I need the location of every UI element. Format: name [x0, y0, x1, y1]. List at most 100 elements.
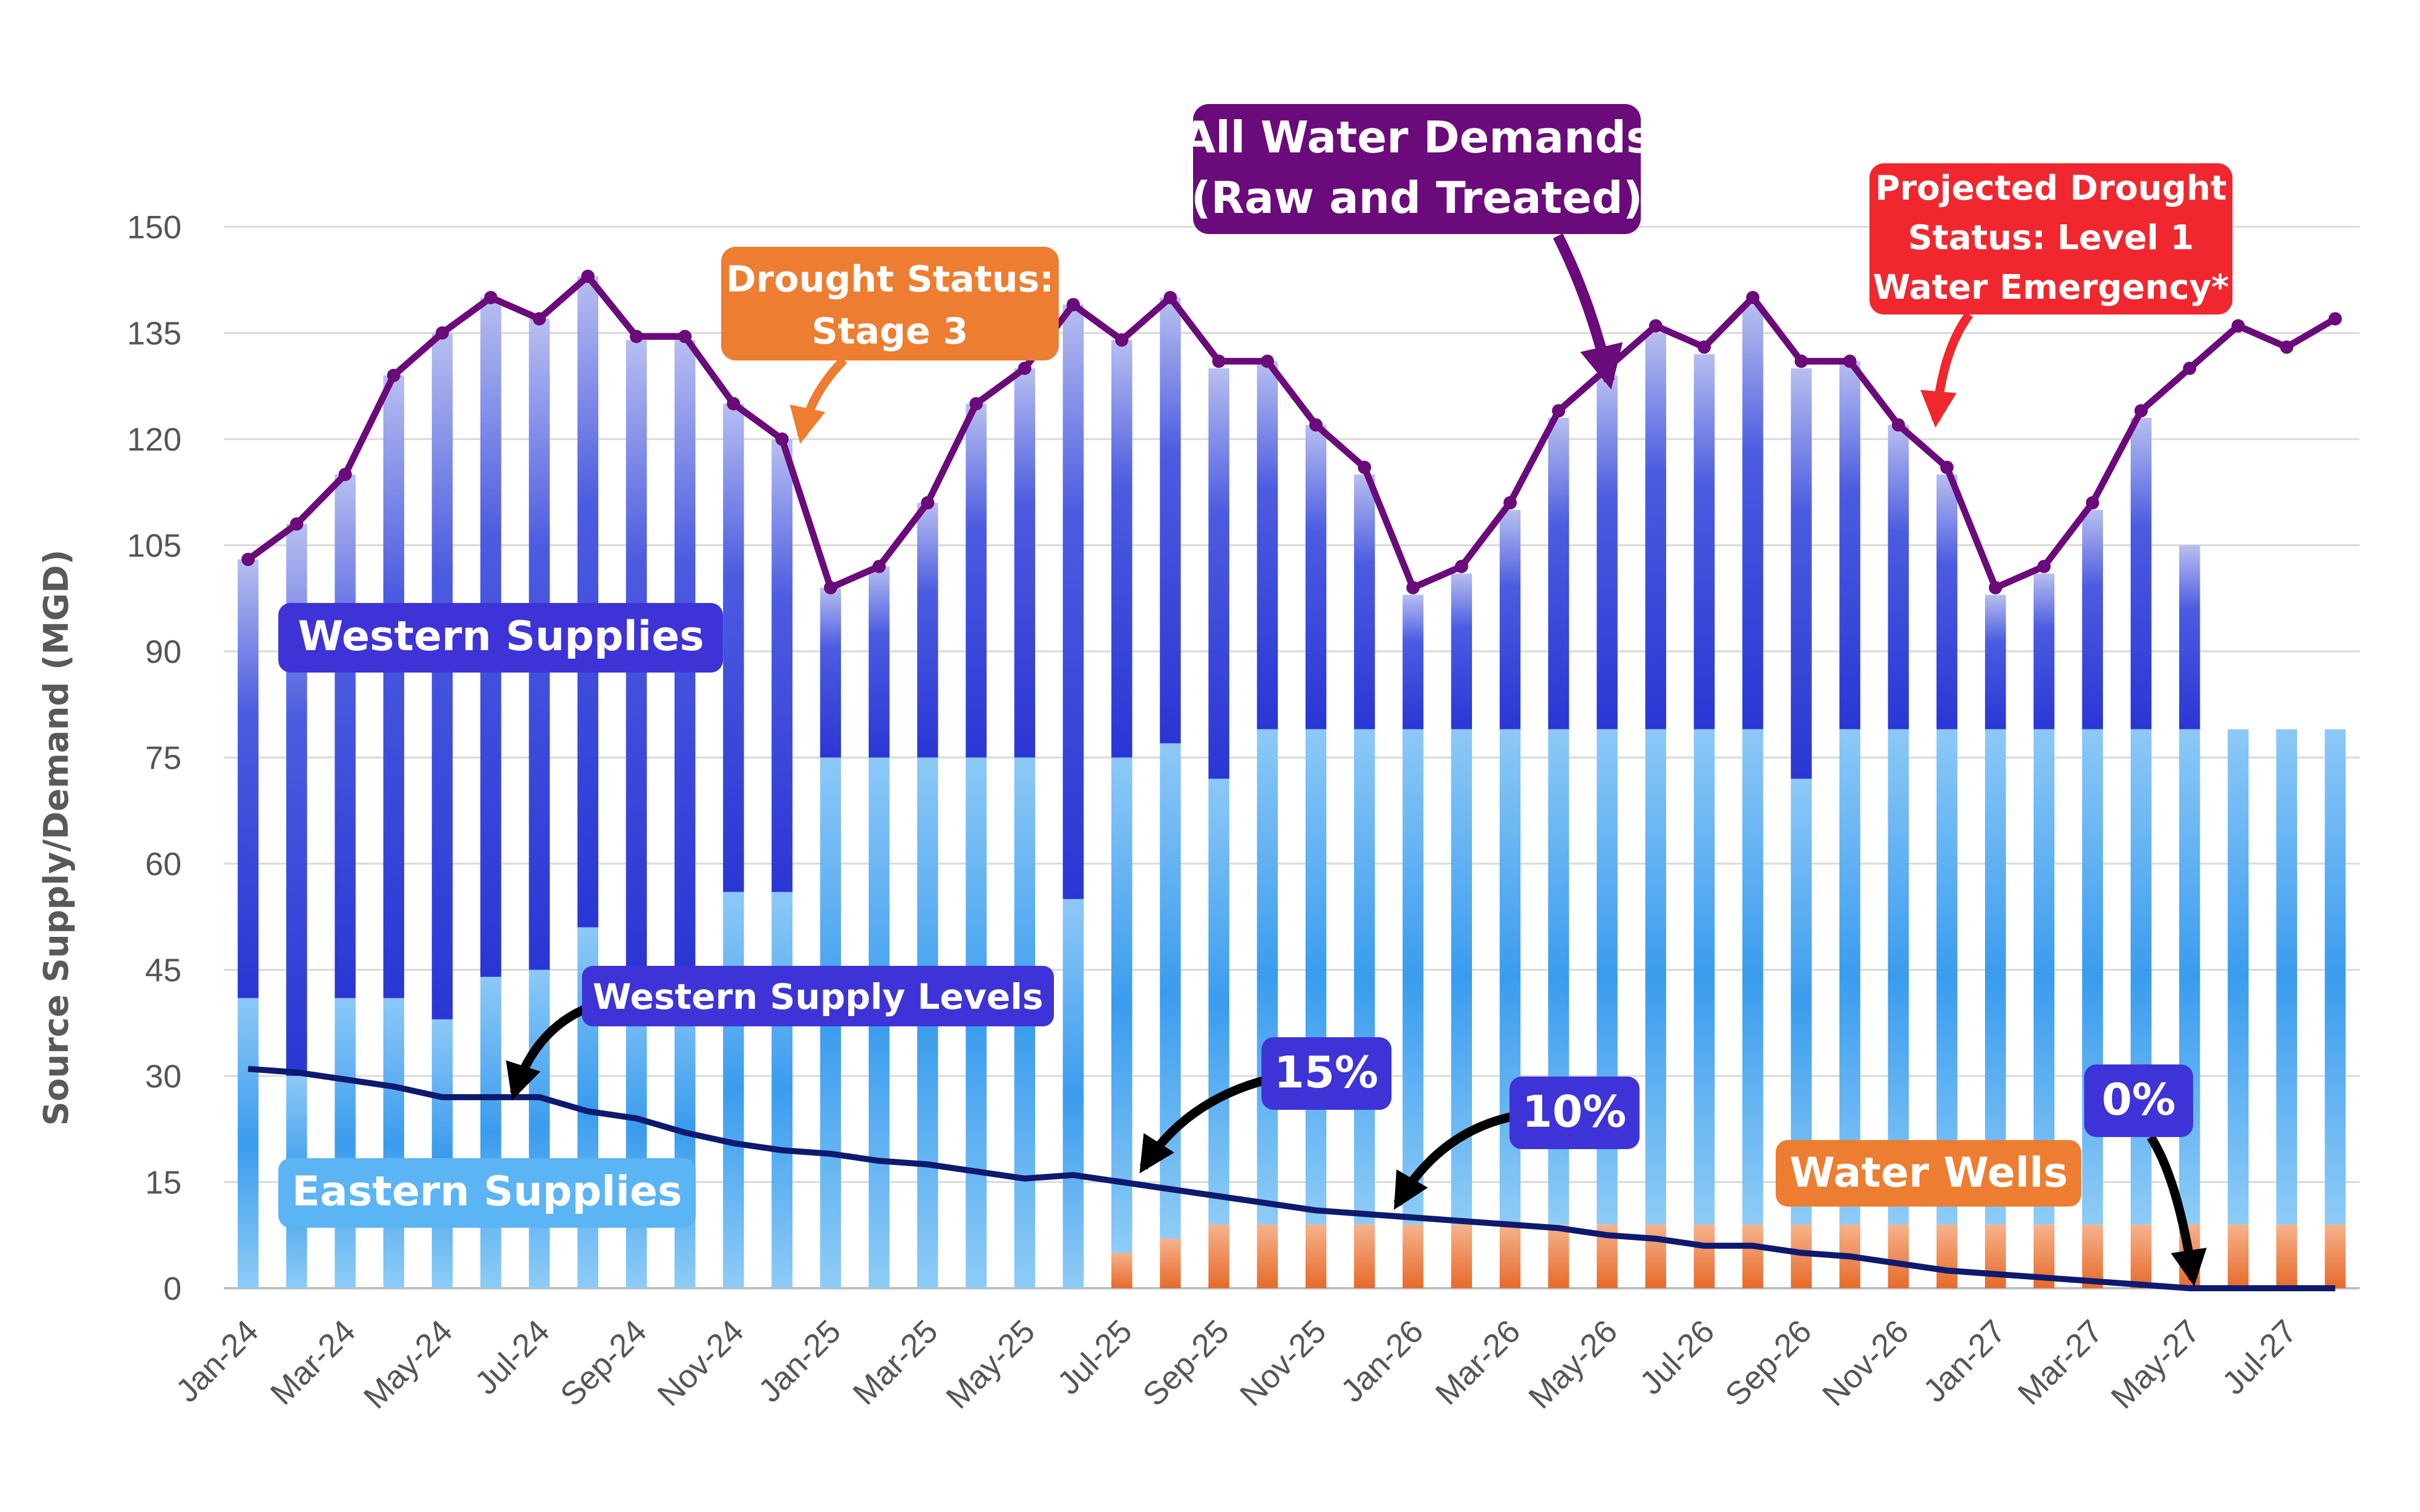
- bar-western-supplies: [723, 403, 744, 892]
- bar-water-wells: [1548, 1224, 1569, 1288]
- y-tick-label: 0: [163, 1271, 182, 1307]
- x-tick-label: Jan-27: [1917, 1313, 2013, 1409]
- demand-point: [921, 496, 935, 510]
- x-tick-label: Jul-26: [1633, 1313, 1721, 1401]
- bar-water-wells: [2130, 1224, 2152, 1288]
- y-tick-label: 60: [145, 846, 182, 882]
- callout-drought-stage3: Drought Status: Stage 3: [721, 247, 1059, 360]
- bar-water-wells: [1888, 1224, 1909, 1288]
- bar-western-supplies: [577, 276, 598, 928]
- arrow-projected-drought: [1920, 311, 1974, 428]
- demand-point: [1989, 581, 2003, 595]
- svg-text:Projected Drought: Projected Drought: [1876, 169, 2227, 208]
- callout-water-wells: Water Wells: [1776, 1140, 2081, 1207]
- annotation-callouts: Western Supplies Eastern Supplies Wester…: [278, 104, 2232, 1228]
- bar-western-supplies: [1111, 340, 1133, 758]
- x-tick-label: Jan-24: [169, 1313, 265, 1409]
- bar-water-wells: [2228, 1224, 2249, 1288]
- svg-text:All Water Demands: All Water Demands: [1182, 112, 1652, 163]
- svg-text:Drought Status:: Drought Status:: [726, 258, 1054, 301]
- demand-point: [1309, 418, 1323, 432]
- x-tick-label: Nov-24: [650, 1313, 751, 1413]
- y-tick-label: 45: [145, 953, 182, 989]
- bar-water-wells: [1257, 1224, 1278, 1288]
- x-tick-label: Mar-24: [264, 1313, 362, 1412]
- bar-western-supplies: [1354, 474, 1375, 729]
- bar-eastern-supplies: [1645, 729, 1666, 1225]
- arrow-10-percent: [1393, 1111, 1517, 1210]
- bar-eastern-supplies: [431, 1019, 453, 1288]
- bar-western-supplies: [237, 559, 259, 999]
- bar-eastern-supplies: [1451, 729, 1473, 1225]
- arrow-all-water-demands: [1552, 233, 1623, 390]
- arrow-0-percent: [2147, 1134, 2207, 1286]
- demand-point: [1260, 354, 1274, 368]
- bar-western-supplies: [868, 566, 890, 758]
- bar-western-supplies: [1839, 361, 1860, 729]
- demand-point: [1212, 354, 1226, 368]
- bar-water-wells: [1160, 1239, 1181, 1288]
- bar-eastern-supplies: [237, 998, 259, 1288]
- x-tick-label: Nov-25: [1233, 1313, 1333, 1413]
- bar-eastern-supplies: [383, 998, 405, 1288]
- demand-point: [1163, 291, 1177, 304]
- series-lines: [241, 269, 2342, 1291]
- bar-western-supplies: [1208, 368, 1229, 779]
- bar-eastern-supplies: [1111, 757, 1133, 1253]
- bar-western-supplies: [2130, 417, 2152, 729]
- demand-point: [2183, 362, 2197, 375]
- bar-water-wells: [1693, 1224, 1715, 1288]
- callout-projected-drought: Projected Drought Status: Level 1 Water …: [1869, 163, 2232, 314]
- svg-text:10%: 10%: [1522, 1086, 1626, 1137]
- svg-text:Water Wells: Water Wells: [1790, 1149, 2068, 1197]
- y-tick-label: 30: [145, 1058, 182, 1095]
- bar-eastern-supplies: [2324, 729, 2346, 1225]
- demand-point: [969, 397, 983, 411]
- bar-eastern-supplies: [2276, 729, 2297, 1225]
- demand-point: [1794, 354, 1808, 368]
- demand-point: [1358, 460, 1372, 474]
- y-axis-label: Source Supply/Demand (MGD): [37, 550, 76, 1126]
- demand-point: [1746, 291, 1760, 304]
- bar-eastern-supplies: [1499, 729, 1521, 1225]
- demand-point: [678, 330, 692, 344]
- y-tick-label: 135: [127, 316, 182, 352]
- bar-western-supplies: [2082, 510, 2103, 729]
- bar-western-supplies: [1062, 304, 1084, 899]
- demand-point: [727, 397, 741, 411]
- bar-western-supplies: [1305, 425, 1327, 729]
- bar-water-wells: [1742, 1224, 1764, 1288]
- bar-western-supplies: [1985, 595, 2006, 729]
- demand-point: [484, 291, 498, 304]
- x-tick-label: Mar-26: [1428, 1313, 1527, 1412]
- callout-western-supplies: Western Supplies: [278, 603, 723, 673]
- bar-water-wells: [1936, 1224, 1958, 1288]
- bar-western-supplies: [1888, 425, 1909, 729]
- callout-western-supply-levels: Western Supply Levels: [582, 966, 1054, 1026]
- demand-point: [2085, 496, 2099, 510]
- demand-point: [2231, 319, 2245, 333]
- callout-15-percent: 15%: [1261, 1037, 1392, 1110]
- bar-water-wells: [2276, 1224, 2297, 1288]
- svg-text:Eastern Supplies: Eastern Supplies: [292, 1168, 682, 1216]
- demand-point: [1649, 319, 1663, 333]
- bar-water-wells: [1645, 1224, 1666, 1288]
- demand-point: [1018, 362, 1032, 375]
- svg-text:(Raw and Treated): (Raw and Treated): [1191, 172, 1643, 223]
- bar-eastern-supplies: [2082, 729, 2103, 1225]
- y-axis-ticks: 0 15 30 45 60 75 90 105 120 135 150: [127, 209, 182, 1307]
- x-tick-label: Jan-25: [751, 1313, 848, 1409]
- annotation-arrows: [506, 233, 2207, 1286]
- svg-text:Western Supplies: Western Supplies: [298, 613, 704, 660]
- demand-point: [2037, 559, 2051, 573]
- bar-eastern-supplies: [2179, 729, 2200, 1225]
- demand-point: [1503, 496, 1517, 510]
- bar-eastern-supplies: [1693, 729, 1715, 1225]
- demand-point: [823, 581, 837, 595]
- x-tick-label: Sep-26: [1718, 1313, 1819, 1413]
- bar-eastern-supplies: [771, 891, 793, 1288]
- bar-western-supplies: [1402, 595, 1424, 729]
- demand-point: [775, 432, 789, 446]
- line-western-supply-levels: [247, 1066, 2335, 1291]
